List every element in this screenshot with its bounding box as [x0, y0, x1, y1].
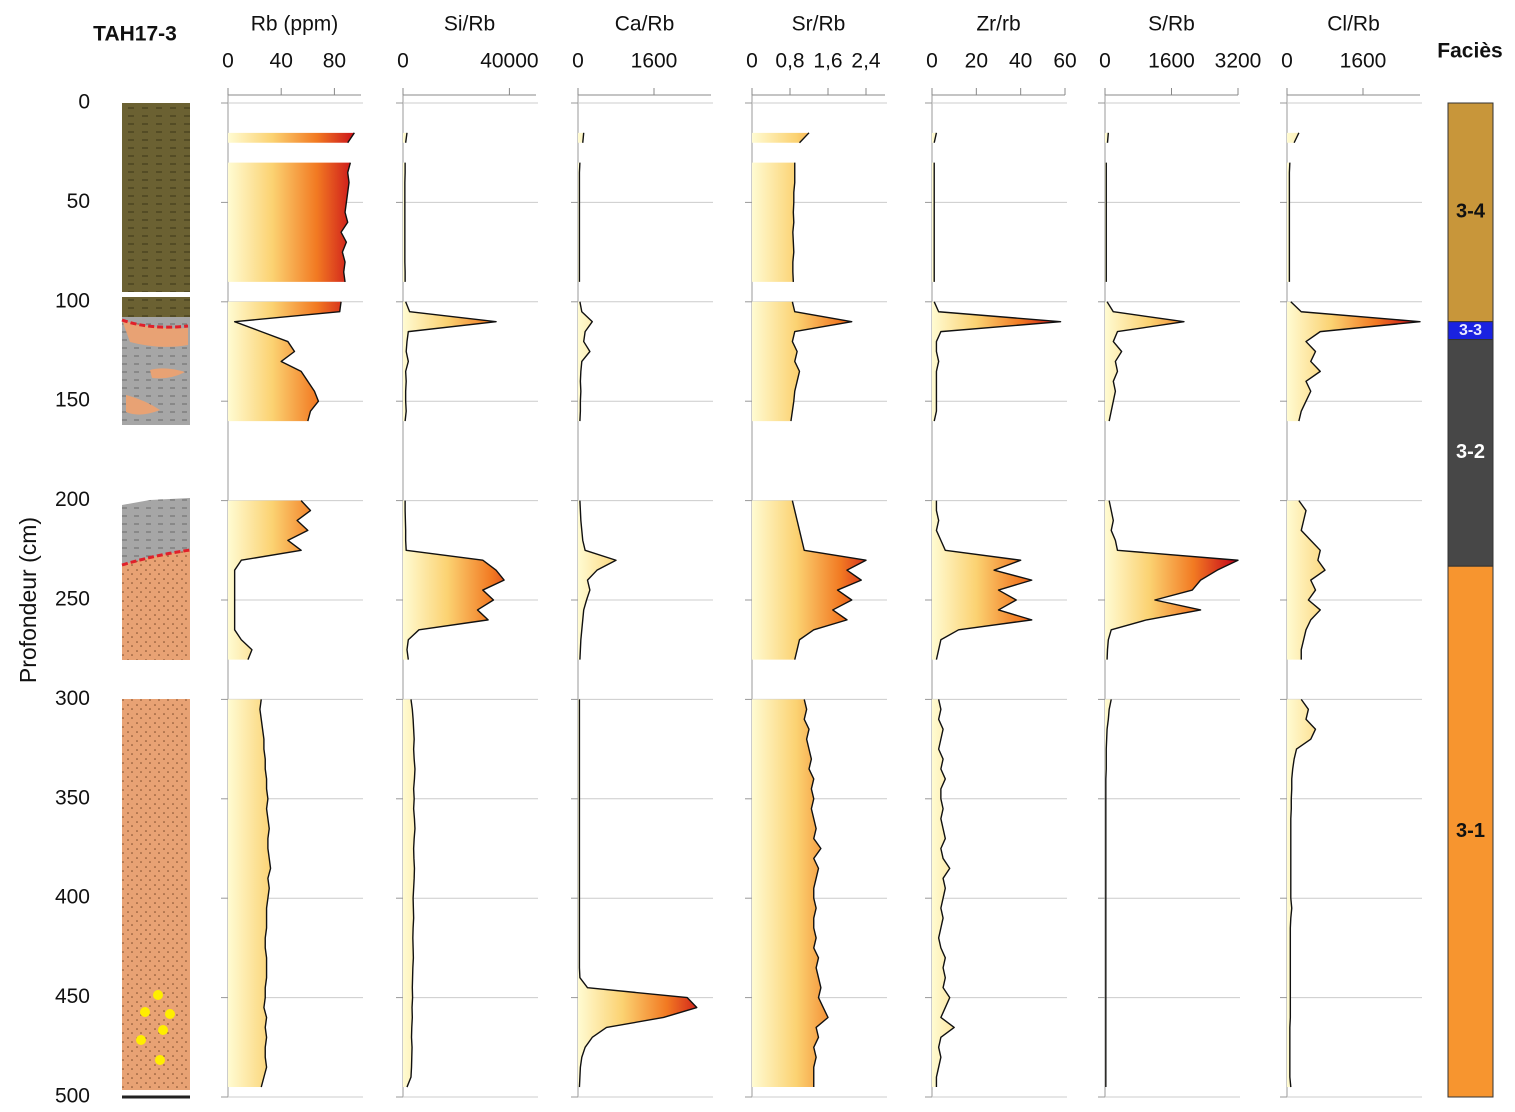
x-tick-label: 40	[270, 50, 293, 73]
facies-segment	[1447, 102, 1494, 323]
x-tick-label: 0	[746, 50, 758, 73]
y-tick-label: 100	[55, 289, 90, 312]
x-tick-label: 0	[572, 50, 584, 73]
y-tick-label: 350	[55, 786, 90, 809]
y-tick-label: 300	[55, 687, 90, 710]
y-axis-label: Profondeur (cm)	[15, 517, 41, 683]
x-tick-label: 0	[222, 50, 234, 73]
y-tick-label: 500	[55, 1085, 90, 1107]
panel-title: Zr/rb	[976, 13, 1020, 36]
x-tick-label: 2,4	[851, 50, 881, 73]
x-tick-label: 0	[926, 50, 938, 73]
y-tick-label: 250	[55, 588, 90, 611]
core-title: TAH17-3	[93, 23, 177, 46]
panel-title: Sr/Rb	[792, 13, 846, 36]
x-tick-label: 0	[1281, 50, 1293, 73]
x-tick-label: 0	[1099, 50, 1111, 73]
profile-line	[233, 132, 355, 1088]
x-tick-label: 60	[1053, 50, 1076, 73]
profile-area	[578, 132, 697, 1088]
x-tick-label: 0	[397, 50, 409, 73]
x-tick-label: 1,6	[813, 50, 842, 73]
profile-area	[932, 132, 1061, 1088]
panel-title: Si/Rb	[444, 13, 495, 36]
y-tick-label: 0	[78, 91, 90, 114]
profile-line	[1288, 132, 1421, 1088]
profile-line	[404, 132, 505, 1088]
y-tick-label: 50	[67, 190, 90, 213]
profile-area	[228, 132, 355, 1088]
panel-title: S/Rb	[1148, 13, 1195, 36]
panel-title: Cl/Rb	[1327, 13, 1380, 36]
profile-line	[790, 132, 867, 1088]
facies-title: Faciès	[1437, 40, 1502, 63]
panel-title: Ca/Rb	[615, 13, 675, 36]
x-tick-label: 1600	[1148, 50, 1195, 73]
lithology-column	[121, 103, 191, 1099]
x-tick-label: 40000	[480, 50, 538, 73]
y-tick-label: 200	[55, 488, 90, 511]
profile-line	[933, 132, 1062, 1088]
x-tick-label: 80	[323, 50, 346, 73]
x-tick-label: 0,8	[775, 50, 804, 73]
x-tick-label: 1600	[631, 50, 678, 73]
y-tick-label: 150	[55, 389, 90, 412]
profile-area	[1105, 132, 1238, 1088]
profile-area	[403, 132, 505, 1088]
x-tick-label: 1600	[1340, 50, 1387, 73]
profile-line	[578, 132, 698, 1088]
facies-label: 3-1	[1456, 820, 1485, 842]
x-tick-label: 40	[1009, 50, 1032, 73]
profile-area	[752, 132, 866, 1088]
y-tick-label: 400	[55, 886, 90, 909]
x-tick-label: 20	[965, 50, 988, 73]
facies-label: 3-3	[1459, 322, 1482, 339]
y-tick-label: 450	[55, 985, 90, 1008]
profile-area	[1287, 132, 1420, 1088]
facies-segment	[1447, 565, 1494, 1098]
x-tick-label: 3200	[1215, 50, 1262, 73]
panel-title: Rb (ppm)	[251, 13, 339, 36]
facies-label: 3-4	[1456, 201, 1486, 223]
profile-line	[1105, 132, 1239, 1088]
facies-label: 3-2	[1456, 441, 1485, 463]
